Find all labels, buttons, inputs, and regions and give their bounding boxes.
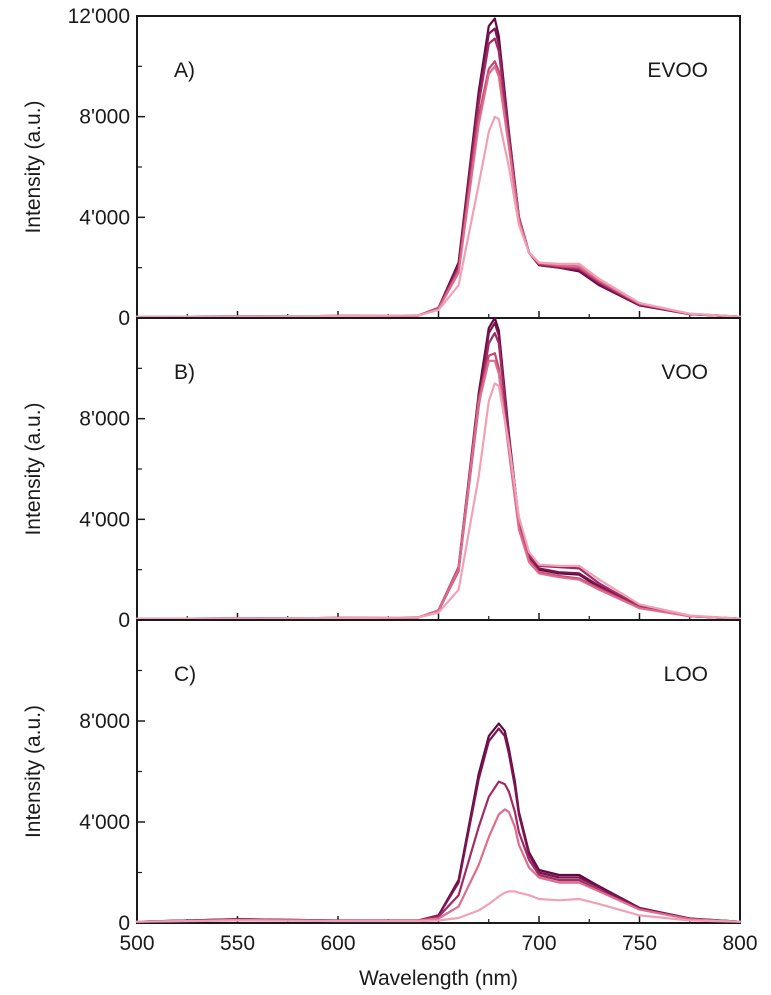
spectrum-series-line xyxy=(135,808,742,923)
spectrum-series-line xyxy=(135,382,742,620)
panel-voo: 0 4'000 8'000 Intensity (a.u.) B) VOO xyxy=(22,316,742,632)
spectrum-series-line xyxy=(135,359,742,620)
oil-type-label: LOO xyxy=(664,663,708,686)
spectrum-series-line xyxy=(135,722,742,923)
y-tick-label: 0 xyxy=(118,609,130,632)
spectrum-series-line xyxy=(135,727,742,923)
panel-tag: C) xyxy=(174,663,196,686)
spectrum-series-line xyxy=(135,65,742,318)
oil-type-label: EVOO xyxy=(647,59,708,82)
y-tick-label: 4'000 xyxy=(79,811,130,834)
x-tick-label: 500 xyxy=(119,932,154,955)
panel-evoo: 0 4'000 8'000 12'000 Intensity (a.u.) A) EVOO xyxy=(22,5,742,330)
y-tick-label: 0 xyxy=(118,307,130,330)
y-axis-title: Intensity (a.u.) xyxy=(22,705,45,838)
panel-loo: 0 4'000 8'000 500 550 600 650 700 750 800 Intensit… xyxy=(22,619,758,990)
y-tick-label: 8'000 xyxy=(79,408,130,431)
y-tick-label: 4'000 xyxy=(79,508,130,531)
oil-type-label: VOO xyxy=(661,361,708,384)
y-tick-label: 4'000 xyxy=(79,206,130,229)
panel-tag: B) xyxy=(174,361,195,384)
spectrum-series-line xyxy=(135,332,742,620)
spectrum-series-line xyxy=(135,780,742,923)
spectrum-series-line xyxy=(135,352,742,620)
x-tick-label: 550 xyxy=(220,932,255,955)
y-tick-label: 8'000 xyxy=(79,106,130,129)
spectrum-series-line xyxy=(135,890,742,923)
panel-tag: A) xyxy=(174,59,195,82)
y-tick-label: 12'000 xyxy=(68,5,130,28)
x-tick-label: 650 xyxy=(421,932,456,955)
plot-frame xyxy=(136,619,741,924)
spectrum-series-line xyxy=(135,60,742,318)
y-tick-label: 0 xyxy=(118,912,130,935)
y-tick-label: 8'000 xyxy=(79,710,130,733)
spectrum-series-line xyxy=(135,115,742,318)
y-axis-title: Intensity (a.u.) xyxy=(22,402,45,535)
plot-frame xyxy=(136,317,741,621)
x-tick-label: 700 xyxy=(521,932,556,955)
x-tick-label: 800 xyxy=(722,932,757,955)
y-axis-title: Intensity (a.u.) xyxy=(22,100,45,233)
x-tick-label: 750 xyxy=(622,932,657,955)
x-axis-title: Wavelength (nm) xyxy=(359,967,518,990)
spectrum-series-line xyxy=(135,316,742,620)
x-tick-label: 600 xyxy=(320,932,355,955)
spectrum-series-line xyxy=(135,321,742,620)
